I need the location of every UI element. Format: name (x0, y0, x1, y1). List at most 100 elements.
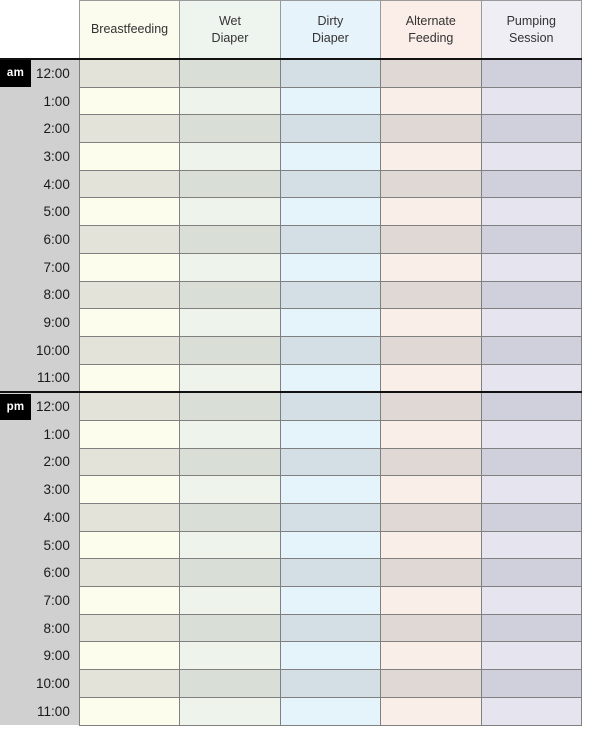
entry-cell-alternate-feeding[interactable] (380, 530, 482, 560)
entry-cell-alternate-feeding[interactable] (380, 696, 482, 726)
entry-cell-wet-diaper[interactable] (179, 280, 281, 310)
entry-cell-pumping-session[interactable] (480, 86, 583, 116)
entry-cell-breastfeeding[interactable] (78, 308, 181, 337)
entry-cell-pumping-session[interactable] (480, 225, 583, 254)
entry-cell-pumping-session[interactable] (480, 308, 583, 337)
entry-cell-breastfeeding[interactable] (78, 169, 181, 199)
entry-cell-alternate-feeding[interactable] (380, 503, 482, 532)
entry-cell-breastfeeding[interactable] (78, 503, 181, 532)
entry-cell-wet-diaper[interactable] (179, 86, 281, 116)
entry-cell-alternate-feeding[interactable] (380, 558, 482, 588)
entry-cell-breastfeeding[interactable] (78, 419, 181, 449)
entry-cell-wet-diaper[interactable] (179, 391, 281, 421)
entry-cell-alternate-feeding[interactable] (380, 335, 482, 365)
entry-cell-breastfeeding[interactable] (78, 447, 181, 477)
entry-cell-pumping-session[interactable] (480, 114, 583, 144)
entry-cell-wet-diaper[interactable] (179, 225, 281, 254)
entry-cell-breastfeeding[interactable] (78, 197, 181, 227)
entry-cell-breastfeeding[interactable] (78, 669, 181, 698)
entry-cell-breastfeeding[interactable] (78, 530, 181, 560)
entry-cell-dirty-diaper[interactable] (279, 586, 382, 615)
entry-cell-wet-diaper[interactable] (179, 169, 281, 199)
entry-cell-wet-diaper[interactable] (179, 558, 281, 588)
entry-cell-wet-diaper[interactable] (179, 197, 281, 227)
entry-cell-pumping-session[interactable] (480, 252, 583, 282)
entry-cell-breastfeeding[interactable] (78, 363, 181, 393)
entry-cell-dirty-diaper[interactable] (279, 335, 382, 365)
entry-cell-dirty-diaper[interactable] (279, 613, 382, 643)
entry-cell-alternate-feeding[interactable] (380, 57, 482, 88)
entry-cell-breastfeeding[interactable] (78, 57, 181, 88)
entry-cell-pumping-session[interactable] (480, 391, 583, 421)
entry-cell-pumping-session[interactable] (480, 641, 583, 671)
entry-cell-wet-diaper[interactable] (179, 641, 281, 671)
entry-cell-dirty-diaper[interactable] (279, 669, 382, 698)
entry-cell-pumping-session[interactable] (480, 696, 583, 726)
entry-cell-breastfeeding[interactable] (78, 225, 181, 254)
entry-cell-wet-diaper[interactable] (179, 142, 281, 171)
entry-cell-wet-diaper[interactable] (179, 252, 281, 282)
entry-cell-breastfeeding[interactable] (78, 696, 181, 726)
entry-cell-dirty-diaper[interactable] (279, 308, 382, 337)
entry-cell-pumping-session[interactable] (480, 503, 583, 532)
entry-cell-dirty-diaper[interactable] (279, 57, 382, 88)
entry-cell-alternate-feeding[interactable] (380, 586, 482, 615)
entry-cell-dirty-diaper[interactable] (279, 169, 382, 199)
entry-cell-dirty-diaper[interactable] (279, 114, 382, 144)
entry-cell-dirty-diaper[interactable] (279, 530, 382, 560)
entry-cell-dirty-diaper[interactable] (279, 503, 382, 532)
entry-cell-alternate-feeding[interactable] (380, 114, 482, 144)
entry-cell-alternate-feeding[interactable] (380, 308, 482, 337)
entry-cell-pumping-session[interactable] (480, 280, 583, 310)
entry-cell-alternate-feeding[interactable] (380, 86, 482, 116)
entry-cell-pumping-session[interactable] (480, 558, 583, 588)
entry-cell-wet-diaper[interactable] (179, 447, 281, 477)
entry-cell-dirty-diaper[interactable] (279, 558, 382, 588)
entry-cell-alternate-feeding[interactable] (380, 669, 482, 698)
entry-cell-wet-diaper[interactable] (179, 613, 281, 643)
entry-cell-pumping-session[interactable] (480, 530, 583, 560)
entry-cell-dirty-diaper[interactable] (279, 280, 382, 310)
entry-cell-pumping-session[interactable] (480, 169, 583, 199)
entry-cell-breastfeeding[interactable] (78, 641, 181, 671)
entry-cell-breastfeeding[interactable] (78, 475, 181, 504)
entry-cell-pumping-session[interactable] (480, 142, 583, 171)
entry-cell-dirty-diaper[interactable] (279, 419, 382, 449)
entry-cell-breastfeeding[interactable] (78, 613, 181, 643)
entry-cell-alternate-feeding[interactable] (380, 225, 482, 254)
entry-cell-wet-diaper[interactable] (179, 503, 281, 532)
entry-cell-wet-diaper[interactable] (179, 335, 281, 365)
entry-cell-breastfeeding[interactable] (78, 280, 181, 310)
entry-cell-pumping-session[interactable] (480, 419, 583, 449)
entry-cell-dirty-diaper[interactable] (279, 225, 382, 254)
entry-cell-breastfeeding[interactable] (78, 335, 181, 365)
entry-cell-alternate-feeding[interactable] (380, 197, 482, 227)
entry-cell-dirty-diaper[interactable] (279, 363, 382, 393)
entry-cell-dirty-diaper[interactable] (279, 391, 382, 421)
entry-cell-dirty-diaper[interactable] (279, 197, 382, 227)
entry-cell-breastfeeding[interactable] (78, 558, 181, 588)
entry-cell-alternate-feeding[interactable] (380, 280, 482, 310)
entry-cell-alternate-feeding[interactable] (380, 641, 482, 671)
entry-cell-wet-diaper[interactable] (179, 696, 281, 726)
entry-cell-wet-diaper[interactable] (179, 363, 281, 393)
entry-cell-breastfeeding[interactable] (78, 86, 181, 116)
entry-cell-dirty-diaper[interactable] (279, 86, 382, 116)
entry-cell-pumping-session[interactable] (480, 335, 583, 365)
entry-cell-dirty-diaper[interactable] (279, 142, 382, 171)
entry-cell-wet-diaper[interactable] (179, 114, 281, 144)
entry-cell-dirty-diaper[interactable] (279, 252, 382, 282)
entry-cell-alternate-feeding[interactable] (380, 363, 482, 393)
entry-cell-dirty-diaper[interactable] (279, 641, 382, 671)
entry-cell-pumping-session[interactable] (480, 447, 583, 477)
entry-cell-pumping-session[interactable] (480, 586, 583, 615)
entry-cell-dirty-diaper[interactable] (279, 475, 382, 504)
entry-cell-pumping-session[interactable] (480, 197, 583, 227)
entry-cell-alternate-feeding[interactable] (380, 391, 482, 421)
entry-cell-alternate-feeding[interactable] (380, 252, 482, 282)
entry-cell-pumping-session[interactable] (480, 475, 583, 504)
entry-cell-wet-diaper[interactable] (179, 308, 281, 337)
entry-cell-alternate-feeding[interactable] (380, 419, 482, 449)
entry-cell-wet-diaper[interactable] (179, 57, 281, 88)
entry-cell-wet-diaper[interactable] (179, 419, 281, 449)
